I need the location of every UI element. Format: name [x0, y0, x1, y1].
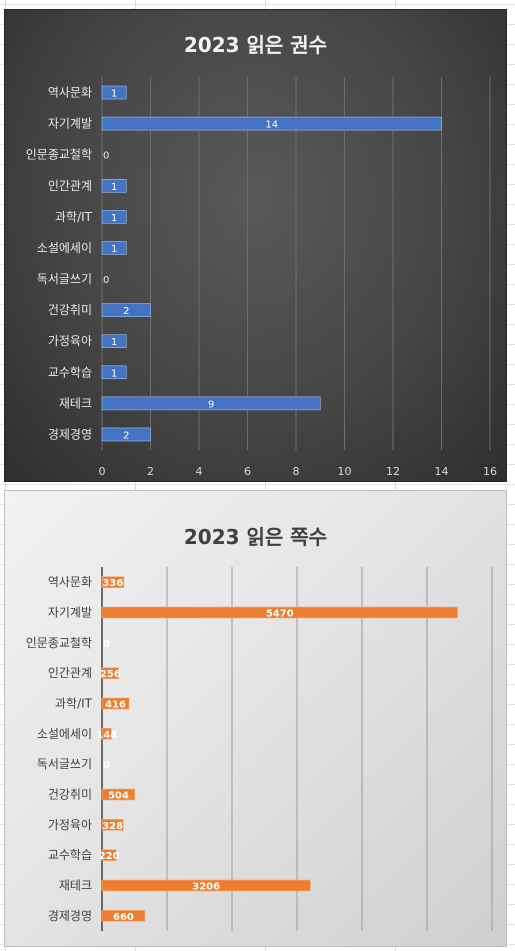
category-label: 역사문화 [48, 86, 92, 100]
x-tick-label: 0 [99, 465, 106, 478]
data-label: 0 [103, 639, 110, 650]
bar [101, 728, 112, 740]
bar [101, 85, 127, 100]
category-label: 건강취미 [48, 303, 92, 317]
chart-title: 2023 읽은 쪽수 [183, 525, 328, 549]
category-label: 과학/IT [55, 697, 93, 711]
bar [101, 788, 136, 801]
data-label: 144 [96, 730, 117, 741]
category-label: 역사문화 [48, 575, 92, 589]
data-label: 1 [111, 244, 117, 255]
bar [101, 178, 127, 193]
category-label: 재테크 [59, 396, 92, 410]
bar [101, 576, 125, 588]
category-label: 독서글쓰기 [37, 272, 92, 286]
bar [101, 303, 151, 317]
data-label: 504 [108, 791, 129, 802]
bar [101, 667, 119, 679]
data-label: 0 [103, 275, 109, 286]
x-tick-label: 14 [435, 465, 449, 478]
category-label: 재테크 [59, 879, 92, 893]
category-label: 독서글쓰기 [37, 757, 92, 771]
category-label: 자기계발 [48, 606, 92, 620]
data-label: 3206 [192, 882, 220, 893]
x-tick-label: 2 [147, 465, 154, 478]
bar [101, 606, 458, 619]
bar [101, 334, 127, 349]
chart-title: 2023 읽은 권수 [183, 33, 328, 57]
bar [101, 116, 442, 131]
category-label: 인문종교철학 [26, 148, 92, 162]
category-label: 경제경영 [48, 427, 92, 441]
data-label: 1 [111, 182, 117, 193]
data-label: 0 [103, 151, 109, 162]
category-label: 인간관계 [48, 666, 92, 680]
x-tick-label: 6 [244, 465, 251, 478]
category-label: 경제경영 [48, 909, 92, 923]
data-label: 328 [102, 821, 123, 832]
bar [101, 849, 117, 861]
x-tick-label: 4 [196, 465, 203, 478]
bar [101, 819, 124, 831]
data-label: 9 [208, 399, 214, 410]
bar [101, 427, 151, 442]
data-label: 336 [102, 578, 123, 589]
data-label: 0 [103, 760, 110, 771]
data-label: 256 [100, 669, 121, 680]
bar [101, 365, 127, 380]
bar [101, 879, 311, 892]
x-tick-label: 10 [338, 465, 352, 478]
category-label: 가정육아 [48, 818, 92, 832]
data-label: 1 [111, 89, 117, 100]
chart-plot-area: 역사문화 336 자기계발 5470 인문종교철학 0 인간관계 256 과학/IT 416 소설에… [26, 567, 493, 931]
bar [101, 910, 146, 922]
chart-pages-read[interactable]: 2023 읽은 쪽수 역사문화 336 자기계발 5470 인문종교철학 0 인간관계 256… [4, 490, 507, 947]
x-tick-label: 12 [386, 465, 400, 478]
bar [101, 210, 127, 224]
category-label: 건강취미 [48, 788, 92, 802]
x-tick-label: 8 [293, 465, 300, 478]
data-label: 2 [123, 430, 129, 441]
category-label: 자기계발 [48, 117, 92, 131]
x-tick-label: 16 [483, 465, 497, 478]
category-label: 소설에세이 [37, 241, 92, 255]
category-label: 인문종교철학 [26, 636, 92, 650]
data-label: 1 [111, 368, 117, 379]
bar [101, 396, 321, 411]
category-label: 가정육아 [48, 334, 92, 348]
data-label: 1 [111, 213, 117, 224]
category-label: 인간관계 [48, 179, 92, 193]
data-label: 220 [99, 851, 120, 862]
data-label: 2 [123, 306, 129, 317]
data-label: 416 [105, 700, 126, 711]
category-label: 소설에세이 [37, 727, 92, 741]
data-label: 660 [113, 912, 134, 923]
data-label: 5470 [266, 609, 294, 620]
data-label: 14 [265, 120, 278, 131]
chart-books-read[interactable]: 2023 읽은 권수 0 2 4 6 8 10 12 14 16 역사문화 1 자기계발 14 인문종교철… [4, 9, 507, 482]
category-label: 교수학습 [48, 848, 92, 862]
bar [101, 697, 130, 710]
bar [101, 241, 127, 255]
category-label: 교수학습 [48, 365, 92, 379]
data-label: 1 [111, 337, 117, 348]
category-label: 과학/IT [55, 210, 93, 224]
